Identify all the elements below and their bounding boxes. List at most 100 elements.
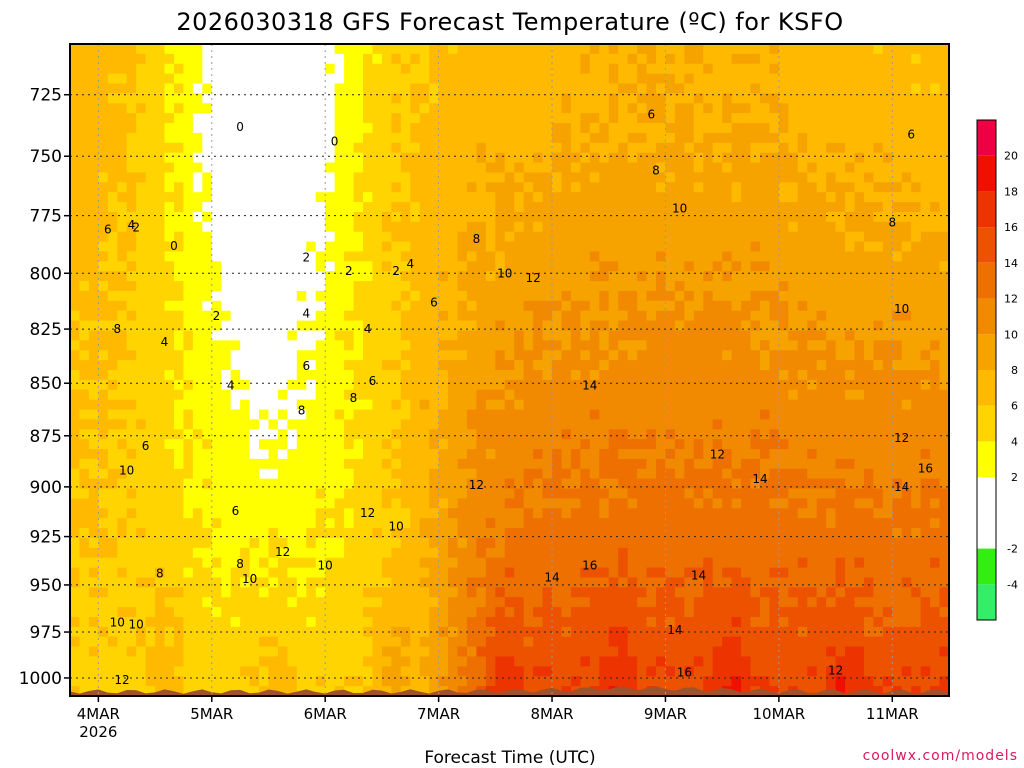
- temperature-cell: [759, 518, 771, 529]
- temperature-cell: [136, 498, 147, 509]
- temperature-cell: [88, 211, 99, 223]
- temperature-cell: [608, 241, 619, 253]
- temperature-cell: [684, 399, 695, 411]
- temperature-cell: [448, 537, 459, 549]
- temperature-cell: [334, 231, 345, 243]
- temperature-cell: [202, 567, 213, 579]
- temperature-cell: [504, 597, 515, 608]
- temperature-cell: [656, 389, 667, 401]
- temperature-cell: [334, 607, 345, 618]
- temperature-cell: [277, 310, 288, 322]
- temperature-cell: [164, 636, 175, 648]
- temperature-cell: [391, 63, 402, 75]
- temperature-cell: [769, 439, 780, 450]
- temperature-cell: [457, 636, 468, 648]
- temperature-cell: [183, 360, 194, 371]
- temperature-cell: [202, 152, 213, 164]
- temperature-cell: [514, 676, 525, 687]
- temperature-cell: [769, 103, 780, 114]
- temperature-cell: [400, 557, 411, 569]
- temperature-cell: [117, 271, 128, 282]
- temperature-cell: [88, 656, 99, 667]
- temperature-cell: [183, 211, 194, 223]
- temperature-cell: [599, 83, 610, 94]
- temperature-cell: [249, 646, 260, 658]
- temperature-cell: [277, 320, 288, 332]
- temperature-cell: [533, 607, 544, 618]
- temperature-cell: [684, 567, 695, 579]
- temperature-cell: [542, 429, 553, 440]
- temperature-cell: [164, 666, 175, 677]
- temperature-cell: [731, 103, 742, 114]
- temperature-cell: [561, 83, 572, 94]
- temperature-cell: [466, 261, 478, 272]
- temperature-cell: [495, 449, 506, 460]
- temperature-cell: [533, 429, 544, 440]
- temperature-cell: [466, 478, 478, 490]
- temperature-cell: [306, 449, 317, 460]
- temperature-cell: [646, 676, 657, 687]
- temperature-cell: [722, 152, 733, 164]
- temperature-cell: [759, 557, 771, 569]
- temperature-cell: [646, 162, 657, 174]
- temperature-cell: [448, 528, 459, 539]
- temperature-cell: [353, 73, 364, 85]
- temperature-cell: [391, 567, 402, 579]
- temperature-cell: [391, 83, 402, 94]
- temperature-cell: [637, 370, 648, 381]
- temperature-cell: [70, 528, 81, 539]
- temperature-cell: [580, 557, 591, 569]
- temperature-cell: [155, 202, 166, 213]
- temperature-cell: [665, 310, 676, 322]
- temperature-cell: [202, 251, 213, 262]
- temperature-cell: [637, 73, 648, 85]
- temperature-cell: [268, 113, 279, 124]
- temperature-cell: [173, 330, 185, 341]
- temperature-cell: [296, 379, 307, 391]
- temperature-cell: [315, 389, 326, 401]
- temperature-cell: [164, 202, 175, 213]
- temperature-cell: [296, 281, 307, 292]
- temperature-cell: [315, 113, 326, 124]
- temperature-cell: [268, 676, 279, 687]
- temperature-cell: [70, 350, 81, 361]
- temperature-cell: [703, 399, 714, 411]
- temperature-cell: [145, 281, 156, 292]
- temperature-cell: [410, 320, 421, 332]
- temperature-cell: [646, 320, 657, 332]
- temperature-cell: [400, 567, 411, 579]
- temperature-cell: [618, 182, 629, 193]
- temperature-cell: [240, 547, 251, 559]
- temperature-cell: [363, 686, 374, 696]
- temperature-cell: [391, 93, 402, 104]
- temperature-cell: [552, 73, 563, 85]
- temperature-cell: [523, 616, 534, 628]
- temperature-cell: [419, 508, 430, 519]
- temperature-cell: [400, 192, 411, 203]
- temperature-cell: [315, 607, 326, 618]
- temperature-cell: [145, 626, 156, 638]
- temperature-cell: [400, 132, 411, 144]
- temperature-cell: [98, 547, 109, 559]
- temperature-cell: [136, 399, 147, 411]
- temperature-cell: [136, 587, 147, 598]
- temperature-cell: [552, 44, 563, 55]
- temperature-cell: [542, 221, 553, 233]
- temperature-cell: [173, 370, 185, 381]
- temperature-cell: [381, 340, 392, 351]
- temperature-cell: [277, 290, 288, 302]
- temperature-cell: [533, 211, 544, 223]
- temperature-cell: [211, 547, 222, 559]
- temperature-cell: [514, 182, 525, 193]
- temperature-cell: [561, 211, 572, 223]
- temperature-cell: [344, 202, 355, 213]
- temperature-cell: [183, 537, 194, 549]
- temperature-cell: [107, 251, 118, 262]
- temperature-cell: [325, 142, 336, 154]
- temperature-cell: [552, 379, 563, 391]
- temperature-cell: [599, 73, 610, 85]
- temperature-cell: [627, 488, 638, 500]
- temperature-cell: [277, 241, 288, 253]
- temperature-cell: [504, 261, 515, 272]
- temperature-cell: [192, 370, 203, 381]
